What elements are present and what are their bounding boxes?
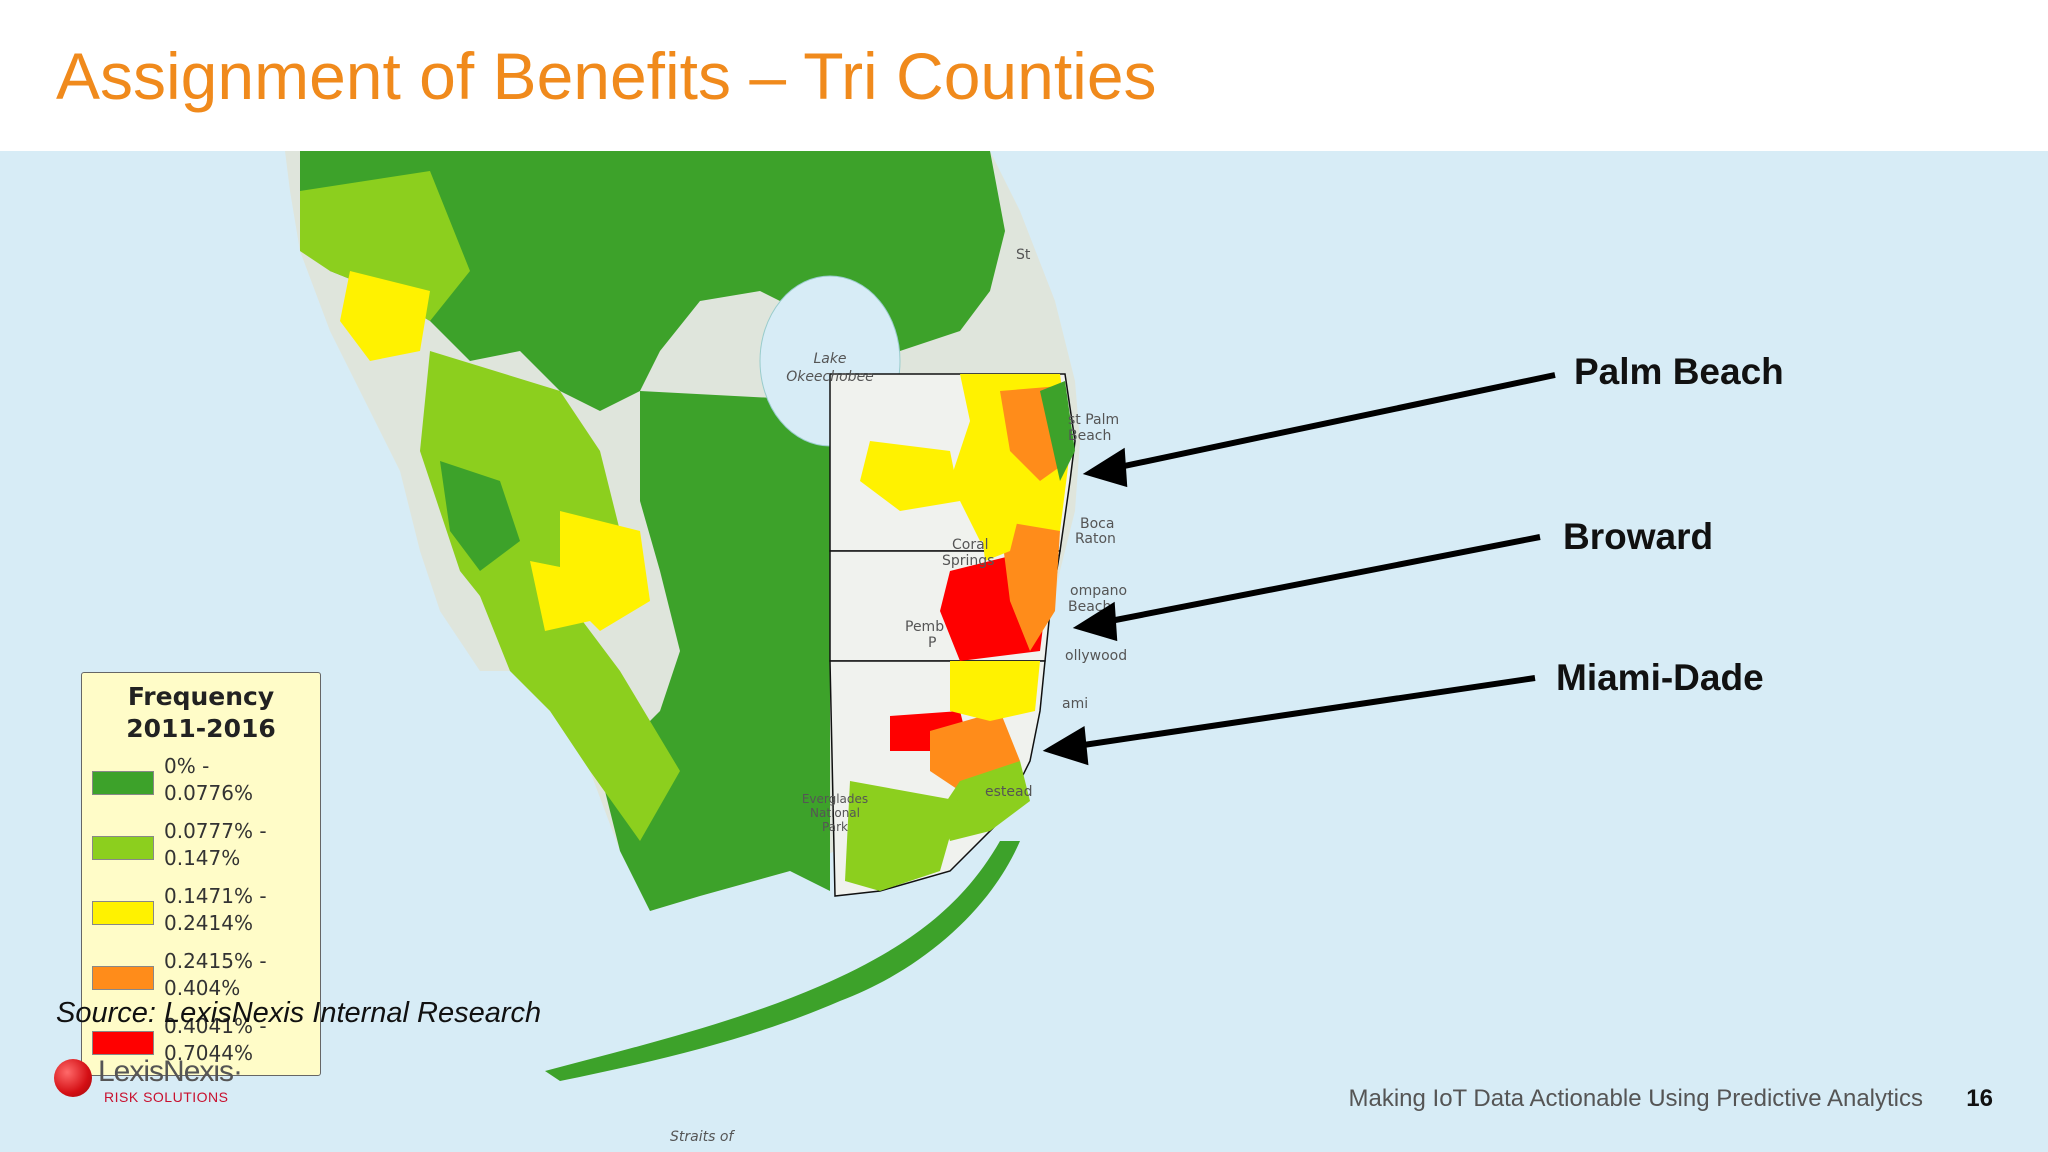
everglades-label-3: Park: [822, 820, 848, 834]
region-green-southwest: [440, 461, 520, 571]
region-yellow-southwest: [530, 561, 590, 631]
legend-title: Frequency 2011-2016: [82, 681, 320, 745]
county-label-miami-dade: Miami-Dade: [1556, 657, 1764, 698]
page-number: 16: [1966, 1085, 1993, 1112]
legend-item: 0% -0.0776%: [92, 753, 312, 813]
county-label-palm-beach: Palm Beach: [1574, 351, 1784, 392]
arrow-broward: [1099, 534, 1541, 626]
legend-title-line1: Frequency: [127, 682, 275, 711]
arrow-miami-dade: [1069, 675, 1536, 750]
logo-name: LexisNexis·: [98, 1055, 243, 1088]
pompano-label-1: ompano: [1070, 583, 1127, 599]
county-label-broward: Broward: [1563, 516, 1714, 557]
legend-item: 0.2415% -0.404%: [92, 948, 312, 1008]
st-label: St: [1016, 247, 1031, 263]
boca-label-1: Boca: [1080, 516, 1114, 532]
hollywood-label: ollywood: [1065, 648, 1127, 664]
homestead-label: estead: [985, 784, 1032, 800]
straits-label: Straits of: [670, 1129, 735, 1145]
legend-label: 0.4041% -0.7044%: [164, 1014, 267, 1065]
arrow-broward-head: [1072, 601, 1118, 642]
pb-green-coast: [1040, 381, 1075, 481]
legend-label: 0.1471% -0.2414%: [164, 884, 267, 935]
lexisnexis-logo: LexisNexis· RISK SOLUTIONS: [54, 1055, 274, 1105]
region-lightgreen-northwest: [300, 171, 470, 321]
footer-text: Making IoT Data Actionable Using Predict…: [1348, 1085, 1923, 1112]
legend-swatch: [92, 966, 154, 990]
legend-item: 0.0777% -0.147%: [92, 818, 312, 878]
md-green: [940, 761, 1030, 841]
legend-label: 0.0777% -0.147%: [164, 819, 267, 870]
md-lightgreen-south: [845, 781, 960, 891]
legend-label: 0.2415% -0.404%: [164, 949, 267, 1000]
region-green-north: [300, 151, 1005, 411]
legend-swatch: [92, 771, 154, 795]
source-note: Source: LexisNexis Internal Research: [56, 997, 542, 1029]
pb-yellow-west: [860, 441, 960, 511]
florida-keys: [545, 841, 1020, 1081]
arrow-miami-dade-head: [1042, 726, 1089, 766]
arrow-palm-beach-head: [1082, 447, 1128, 488]
florida-map-svg: Lake Okeechobee st Palm Beach Boca Raton…: [285, 151, 1556, 1145]
coral-springs-label-2: Springs: [942, 553, 994, 569]
region-yellow-west-1: [340, 271, 430, 361]
logo-globe-icon: [54, 1059, 92, 1097]
legend-item: 0.4041% -0.7044%: [92, 1013, 312, 1073]
region-lightgreen-southwest: [470, 571, 680, 841]
pembroke-label-2: P: [928, 635, 936, 651]
arrow-palm-beach: [1109, 372, 1556, 472]
choropleth-map: Lake Okeechobee st Palm Beach Boca Raton…: [0, 151, 2048, 1152]
legend-swatch: [92, 836, 154, 860]
md-yellow: [950, 661, 1040, 721]
everglades-label-1: Everglades: [802, 792, 868, 806]
pembroke-label-1: Pemb: [905, 619, 944, 635]
map-legend: Frequency 2011-2016 0% -0.0776% 0.0777% …: [81, 672, 321, 1076]
legend-swatch: [92, 1031, 154, 1055]
everglades-label-2: National: [810, 806, 860, 820]
legend-label: 0% -0.0776%: [164, 754, 253, 805]
lake-label-1: Lake: [813, 351, 846, 367]
slide-title: Assignment of Benefits – Tri Counties: [56, 39, 1157, 113]
broward-yellow: [980, 511, 1020, 561]
miami-label: ami: [1062, 696, 1088, 712]
west-palm-label-1: st Palm: [1068, 412, 1119, 428]
west-palm-label-2: Beach: [1068, 428, 1111, 444]
logo-subtitle: RISK SOLUTIONS: [104, 1089, 229, 1105]
coral-springs-label-1: Coral: [952, 537, 989, 553]
broward-orange: [1000, 521, 1060, 651]
boca-label-2: Raton: [1075, 531, 1116, 547]
lake-label-2: Okeechobee: [786, 369, 874, 385]
legend-item: 0.1471% -0.2414%: [92, 883, 312, 943]
legend-title-line2: 2011-2016: [126, 714, 276, 743]
legend-swatch: [92, 901, 154, 925]
